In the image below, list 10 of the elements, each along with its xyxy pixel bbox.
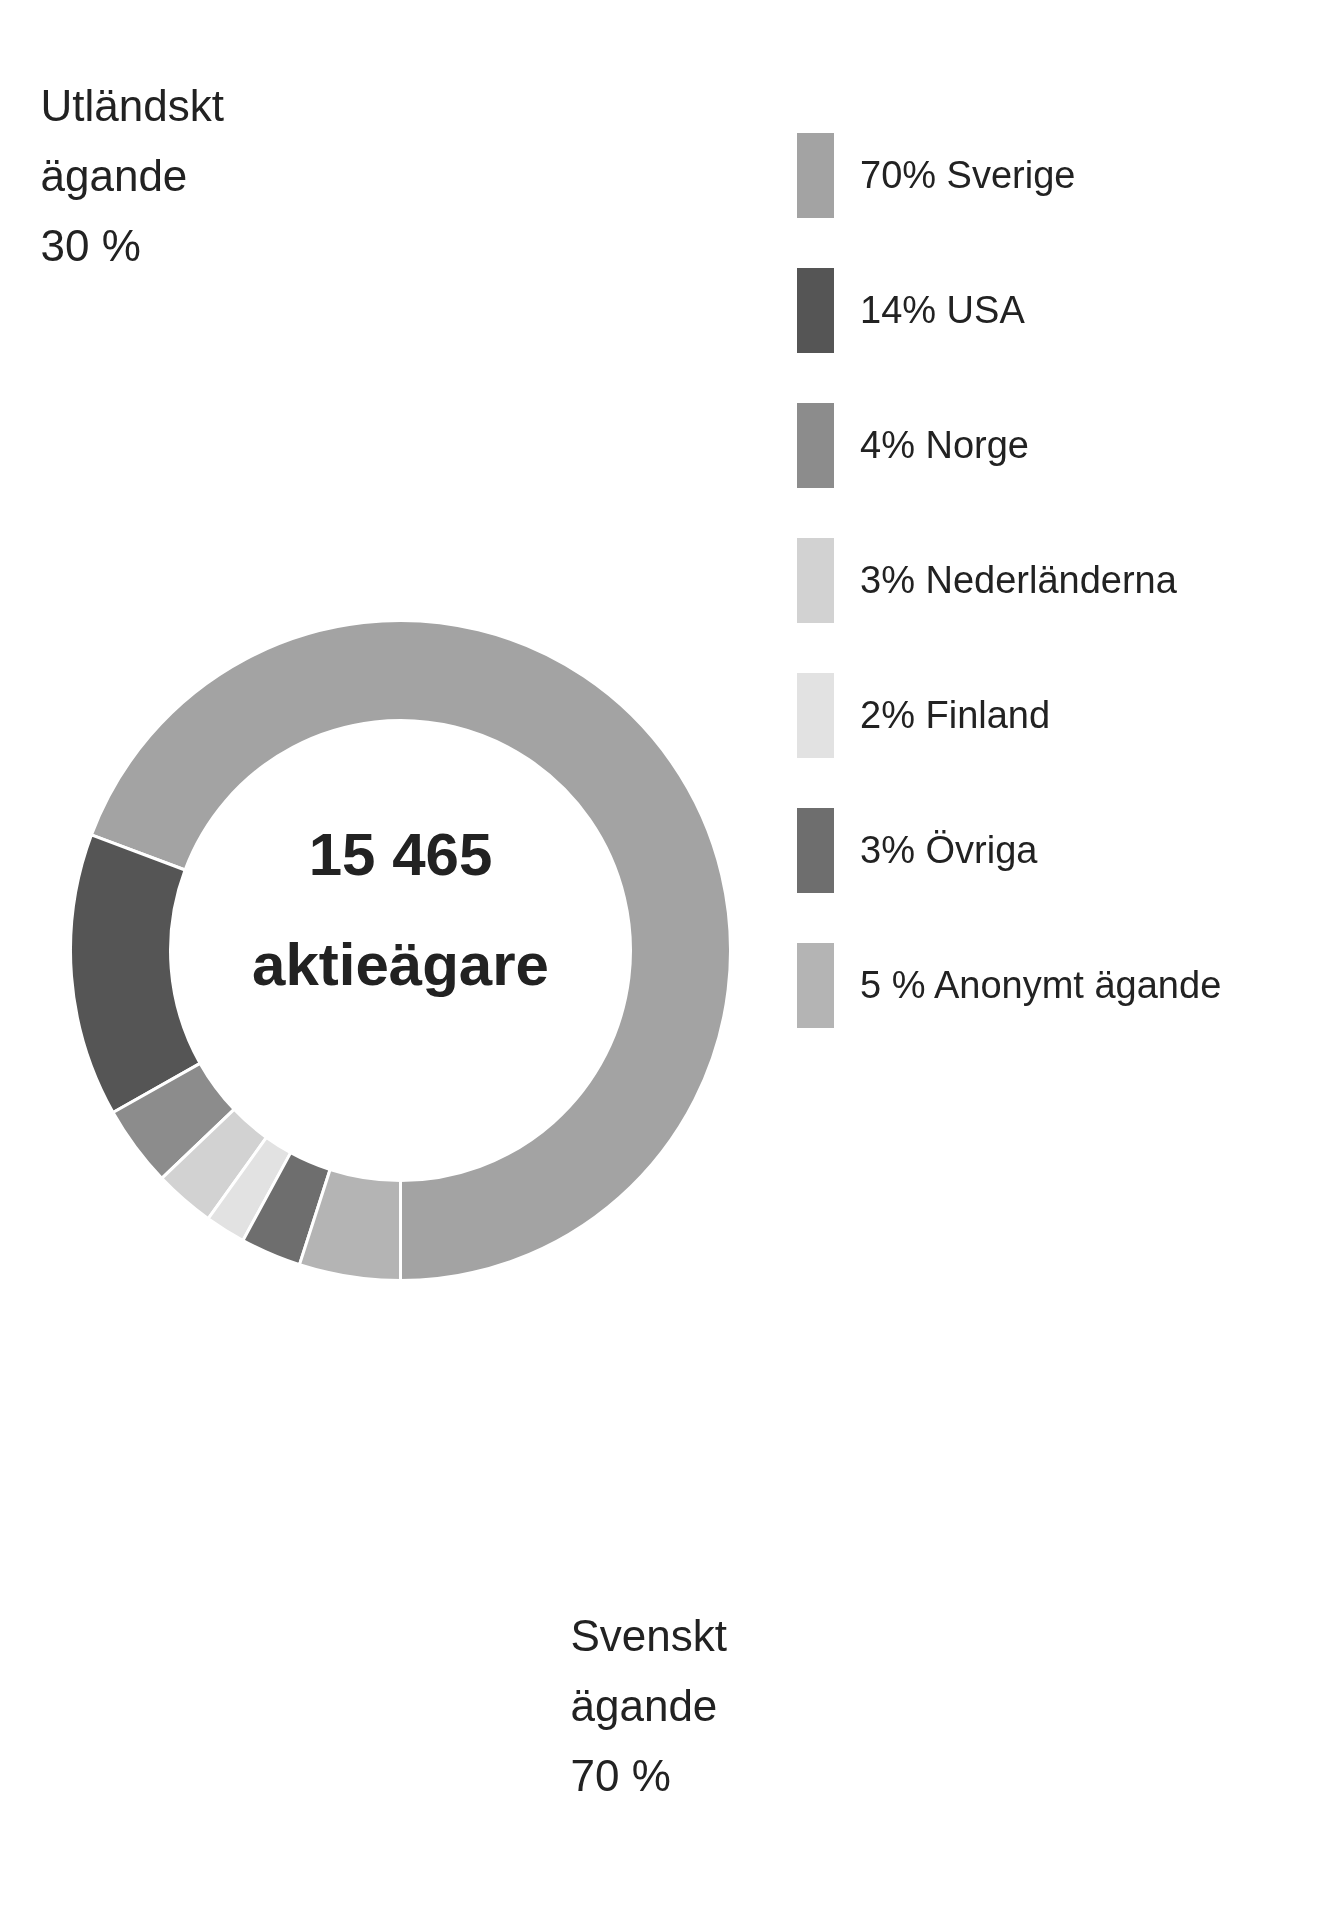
legend-label: 14% USA [860, 287, 1025, 333]
text: 15 465 aktieägare [252, 820, 549, 998]
legend-label: 2% Finland [860, 692, 1051, 738]
legend-label: 3% Nederländerna [860, 557, 1177, 603]
legend-label: 3% Övriga [860, 827, 1038, 873]
text: Svenskt ägande 70 % [570, 1610, 728, 1801]
text: Utländskt ägande 30 % [40, 80, 224, 271]
legend-label: 70% Sverige [860, 152, 1076, 198]
legend-label: 5 % Anonymt ägande [860, 962, 1222, 1008]
legend-label: 4% Norge [860, 422, 1029, 468]
